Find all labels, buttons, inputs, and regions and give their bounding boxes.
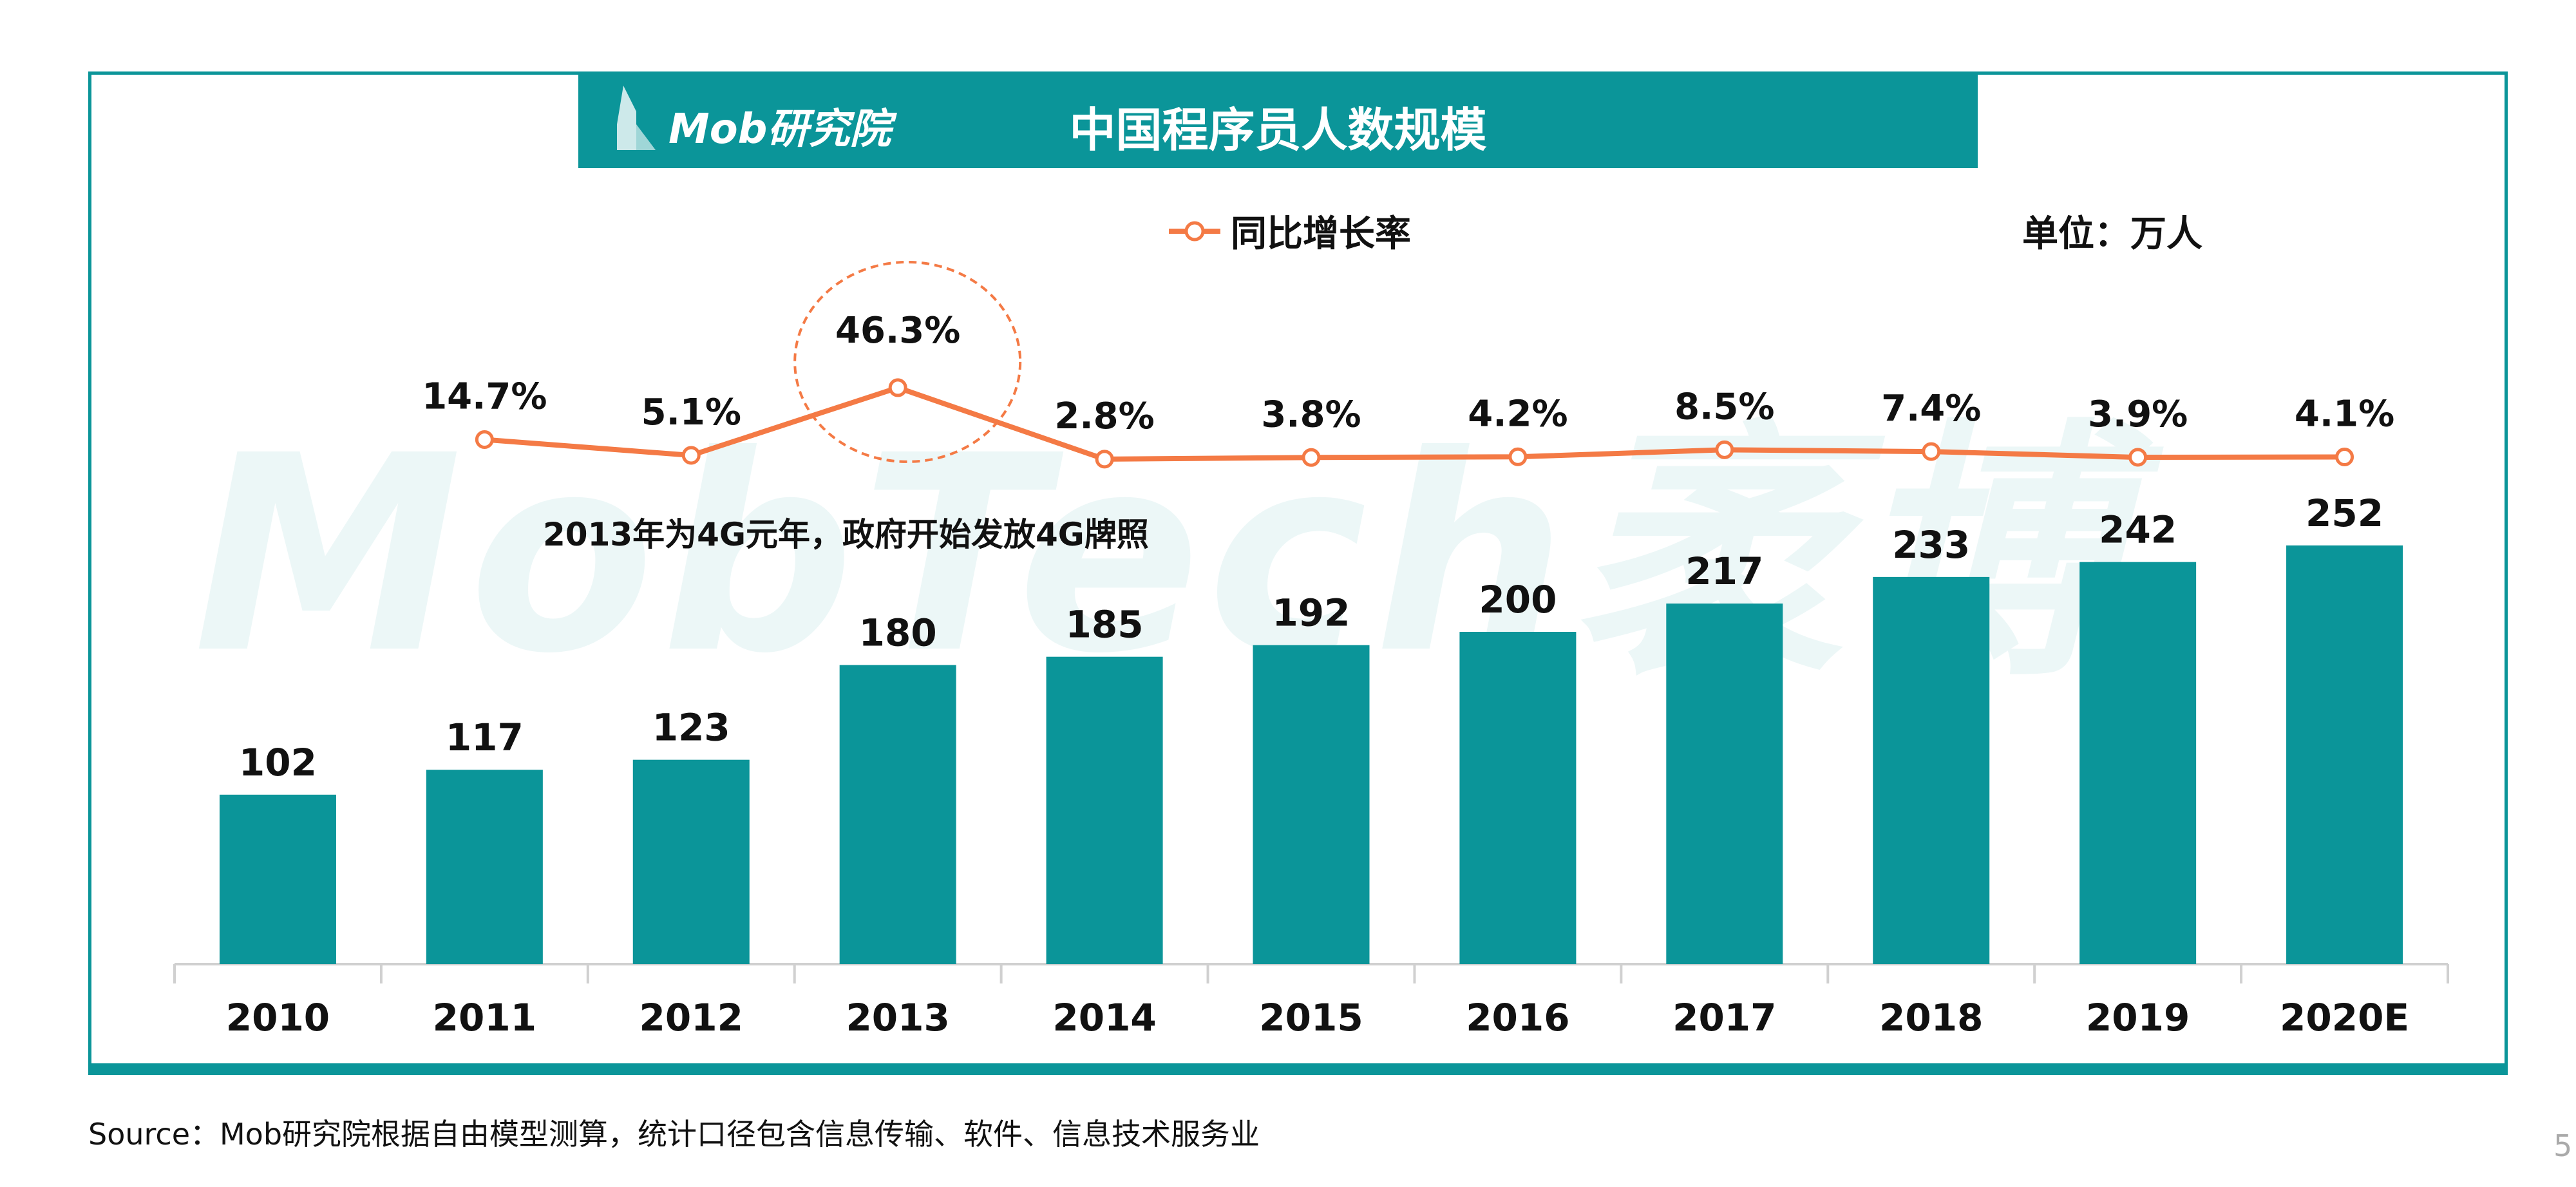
bar [1873, 576, 1990, 964]
x-tick-label: 2010 [226, 996, 330, 1040]
growth-point [888, 378, 907, 397]
growth-point [1095, 450, 1114, 469]
growth-point [1508, 447, 1528, 466]
annotation: 2013年为4G元年，政府开始发放4G牌照 [543, 516, 1149, 553]
growth-label: 4.1% [2295, 394, 2394, 435]
bar-value-label: 200 [1479, 578, 1557, 622]
growth-label: 7.4% [1881, 388, 1981, 430]
chart-title: 中国程序员人数规模 [1069, 103, 1487, 157]
bar [219, 794, 336, 964]
bar-value-label: 180 [859, 611, 937, 655]
x-tick-label: 2012 [639, 996, 743, 1040]
growth-label: 46.3% [835, 310, 960, 352]
x-tick-label: 2016 [1466, 996, 1569, 1040]
highlight-circle [793, 260, 1022, 463]
bar [2079, 562, 2197, 964]
growth-label: 3.8% [1261, 394, 1361, 435]
bar [1253, 645, 1370, 964]
bar-value-label: 242 [2099, 508, 2177, 552]
x-tick-label: 2017 [1672, 996, 1776, 1040]
growth-point [1302, 448, 1321, 467]
logo-building-icon [617, 86, 656, 150]
bar-value-label: 123 [652, 706, 730, 750]
growth-label: 8.5% [1674, 386, 1774, 428]
growth-label: 3.9% [2088, 394, 2188, 435]
legend-line-marker-icon [1169, 221, 1220, 241]
header-banner: Mob研究院 中国程序员人数规模 [578, 71, 1978, 168]
bar-value-label: 217 [1685, 549, 1763, 593]
legend-label: 同比增长率 [1231, 213, 1411, 255]
bar-value-label: 192 [1272, 591, 1350, 635]
growth-point [2128, 448, 2148, 467]
bar [1046, 656, 1163, 964]
unit-label: 单位：万人 [2022, 213, 2202, 255]
x-tick-label: 2014 [1052, 996, 1156, 1040]
logo-text: Mob研究院 [668, 106, 891, 153]
bar-value-label: 252 [2306, 491, 2383, 535]
page-number: 5 [2553, 1128, 2573, 1163]
growth-point [2335, 448, 2354, 467]
bar-value-label: 102 [239, 741, 317, 784]
bar [839, 665, 956, 964]
bar [426, 770, 543, 964]
growth-label: 2.8% [1054, 395, 1154, 437]
growth-label: 5.1% [641, 392, 741, 433]
x-tick-label: 2020E [2280, 996, 2409, 1040]
growth-point [1715, 440, 1734, 459]
x-tick-label: 2019 [2086, 996, 2190, 1040]
growth-line [484, 385, 2345, 462]
growth-label: 4.2% [1468, 393, 1567, 435]
x-tick-label: 2018 [1879, 996, 1983, 1040]
legend: 同比增长率 [1169, 205, 1411, 257]
bar [1459, 632, 1577, 964]
logo: Mob研究院 [617, 86, 891, 150]
source-note: Source：Mob研究院根据自由模型测算，统计口径包含信息传输、软件、信息技术… [88, 1117, 1260, 1152]
growth-point [475, 430, 494, 450]
bar-value-label: 117 [446, 716, 524, 759]
bar [2286, 545, 2403, 964]
x-tick-label: 2011 [433, 996, 536, 1040]
bar [632, 759, 750, 964]
x-tick-label: 2015 [1259, 996, 1363, 1040]
x-tick-label: 2013 [846, 996, 949, 1040]
bar-value-label: 185 [1066, 603, 1144, 647]
bar [1666, 603, 1783, 964]
growth-label: 14.7% [422, 376, 547, 418]
growth-point [1922, 442, 1941, 461]
bar-value-label: 233 [1892, 523, 1970, 567]
growth-point [681, 446, 701, 465]
